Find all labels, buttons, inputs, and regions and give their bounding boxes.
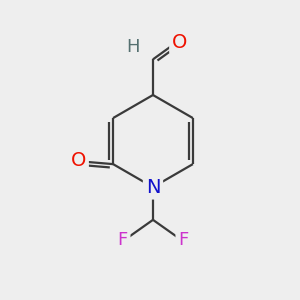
Text: N: N xyxy=(146,178,160,197)
Text: F: F xyxy=(118,231,128,249)
Text: O: O xyxy=(70,151,86,170)
Text: H: H xyxy=(126,38,140,56)
Text: F: F xyxy=(178,231,188,249)
Text: O: O xyxy=(172,33,188,52)
